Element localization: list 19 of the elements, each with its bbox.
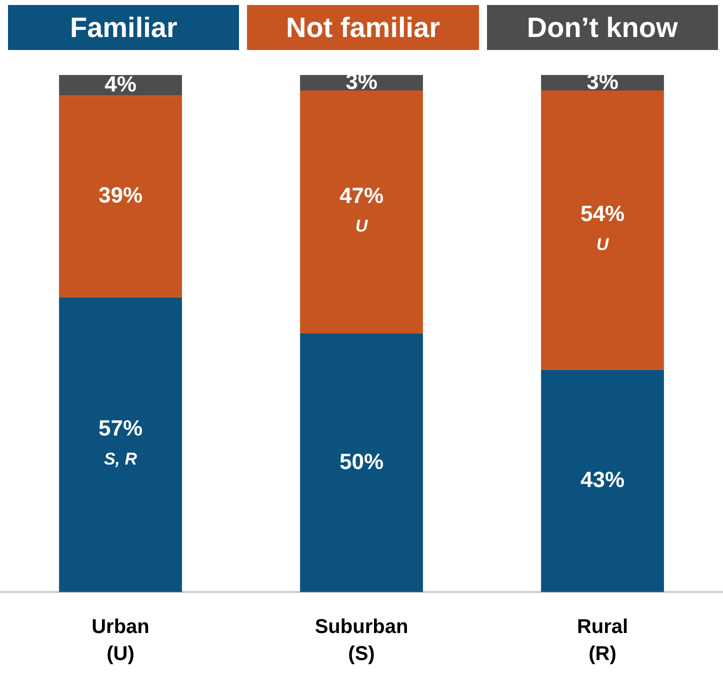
data-label: 47% U bbox=[339, 183, 384, 236]
bar bbox=[541, 90, 664, 370]
data-label: 4% bbox=[104, 71, 136, 96]
bar bbox=[300, 90, 423, 334]
bar bbox=[541, 370, 664, 592]
text: Familiar bbox=[8, 5, 240, 50]
data-label: 43% bbox=[580, 466, 625, 492]
x-tick-label: Rural (R) bbox=[576, 616, 628, 666]
x-tick-label: Urban (U) bbox=[92, 616, 150, 666]
data-label: 50% bbox=[339, 448, 384, 474]
series-label: Don’t know bbox=[486, 5, 718, 50]
bar bbox=[59, 96, 182, 298]
data-label: 57% S, R bbox=[98, 416, 143, 468]
data-label: 39% bbox=[98, 182, 143, 208]
data-label: 54% U bbox=[580, 201, 625, 254]
series-label: Not familiar bbox=[247, 5, 479, 50]
bar bbox=[59, 297, 182, 592]
bar bbox=[300, 334, 423, 592]
x-tick-label: Suburban (S) bbox=[314, 616, 408, 666]
